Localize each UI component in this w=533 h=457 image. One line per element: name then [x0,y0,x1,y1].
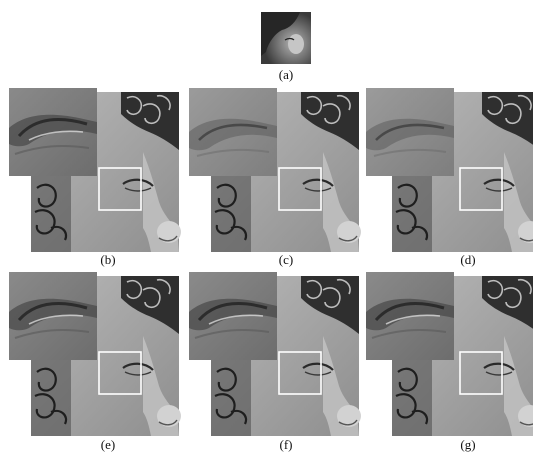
panel-g [364,270,533,438]
caption-a: (a) [278,67,294,82]
panel-d [364,86,533,254]
caption-f: (f) [279,437,293,452]
panel-f [187,270,363,438]
caption-d: (d) [460,252,476,267]
caption-g: (g) [460,437,476,452]
caption-b: (b) [100,252,116,267]
panel-b [7,86,183,254]
caption-e: (e) [100,437,116,452]
panel-c [187,86,363,254]
caption-c: (c) [278,252,294,267]
panel-e [7,270,183,438]
panel-a-thumbnail [261,12,311,64]
